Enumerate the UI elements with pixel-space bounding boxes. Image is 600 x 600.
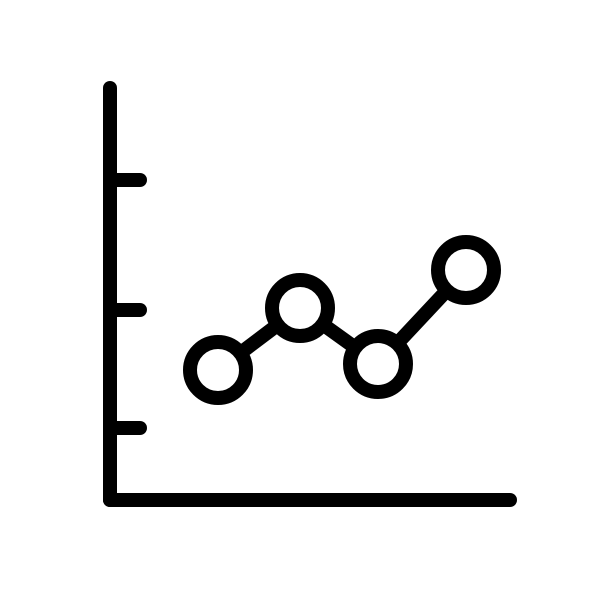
segment-2 <box>397 290 447 343</box>
marker-0 <box>190 342 246 398</box>
line-chart-icon <box>0 0 600 600</box>
marker-3 <box>438 242 494 298</box>
marker-1 <box>272 280 328 336</box>
chart-icon-container <box>0 0 600 600</box>
segment-0 <box>240 325 277 353</box>
chart-markers <box>190 242 494 398</box>
marker-2 <box>350 336 406 392</box>
